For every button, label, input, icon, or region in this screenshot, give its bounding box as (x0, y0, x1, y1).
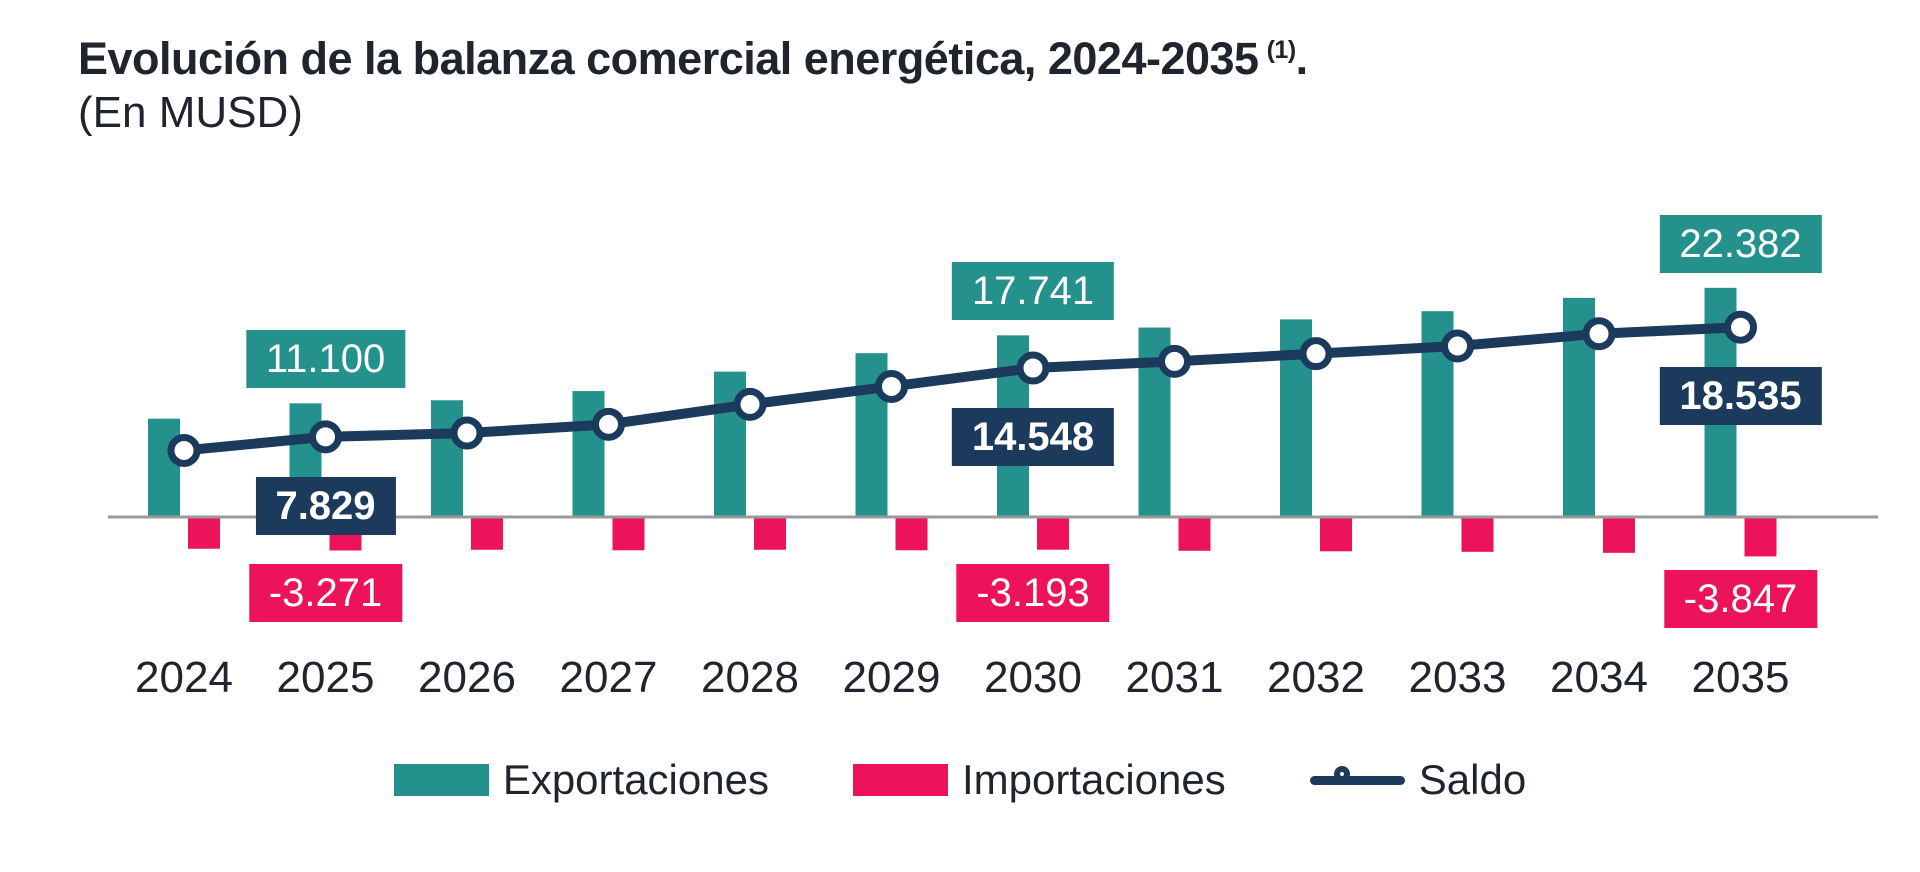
import-bar-2035 (1744, 517, 1777, 557)
year-label-2027: 2027 (560, 653, 658, 702)
saldo-marker-2026 (450, 416, 484, 450)
legend-item-saldo: Saldo (1309, 756, 1527, 804)
year-label-2030: 2030 (984, 653, 1082, 702)
chart-subtitle: (En MUSD) (78, 88, 303, 138)
legend-item-importaciones: Importaciones (852, 756, 1226, 804)
import-bar-2031 (1178, 517, 1211, 551)
year-label-2024: 2024 (135, 653, 233, 702)
legend-label-importaciones: Importaciones (961, 756, 1226, 803)
import-bar-2027 (612, 517, 645, 551)
saldo-marker-2033 (1441, 329, 1474, 363)
legend-label-saldo: Saldo (1418, 756, 1527, 803)
importaciones-swatch-icon (852, 764, 948, 796)
saldo-line-icon (1309, 776, 1405, 785)
legend-label-exportaciones: Exportaciones (502, 756, 769, 803)
saldo-marker-2024 (167, 433, 201, 467)
year-label-2033: 2033 (1409, 653, 1507, 702)
year-label-2031: 2031 (1126, 653, 1224, 702)
import-bar-2032 (1320, 517, 1352, 552)
export-bar-2025 (289, 403, 322, 517)
year-label-2026: 2026 (418, 653, 516, 702)
import-bar-2030 (1037, 517, 1069, 550)
year-label-2029: 2029 (843, 653, 941, 702)
saldo-line-marker-icon (1309, 764, 1405, 796)
saldo-marker-2034 (1582, 317, 1616, 351)
saldo-line (179, 322, 1746, 456)
import-bar-2033 (1461, 517, 1494, 552)
legend-item-exportaciones: Exportaciones (393, 756, 769, 804)
chart-title: Evolución de la balanza comercial energé… (78, 32, 1308, 85)
saldo-marker-2025 (309, 420, 342, 454)
import-bar-2025 (329, 517, 362, 551)
footnote-marker: (1) (1266, 36, 1297, 64)
chart-title-text: Evolución de la balanza comercial energé… (78, 33, 1259, 84)
saldo-marker-2028 (733, 387, 767, 421)
export-bar-2027 (572, 391, 605, 517)
import-bar-2034 (1603, 517, 1635, 553)
import-bar-2029 (895, 517, 928, 551)
export-bar-2024 (148, 418, 180, 517)
exportaciones-swatch-icon (393, 764, 489, 796)
import-bar-2028 (754, 517, 786, 550)
saldo-marker-2032 (1299, 337, 1333, 371)
year-label-2032: 2032 (1267, 653, 1365, 702)
saldo-dot-icon (1333, 766, 1350, 782)
import-bar-2026 (471, 517, 503, 550)
saldo-marker-2030 (1016, 351, 1050, 385)
year-label-2035: 2035 (1692, 653, 1790, 702)
title-block: Evolución de la balanza comercial energé… (78, 32, 1308, 140)
export-bar-2026 (431, 400, 463, 517)
import-bar-2024 (188, 517, 220, 549)
saldo-marker-2027 (592, 407, 625, 441)
saldo-marker-2031 (1158, 344, 1191, 378)
year-label-2028: 2028 (701, 653, 799, 702)
saldo-marker-2035 (1724, 310, 1757, 344)
year-label-2025: 2025 (277, 653, 375, 702)
title-period: . (1295, 33, 1309, 84)
saldo-marker-2029 (875, 369, 908, 403)
legend: Exportaciones Importaciones Saldo (0, 756, 1920, 804)
year-label-2034: 2034 (1550, 653, 1648, 702)
